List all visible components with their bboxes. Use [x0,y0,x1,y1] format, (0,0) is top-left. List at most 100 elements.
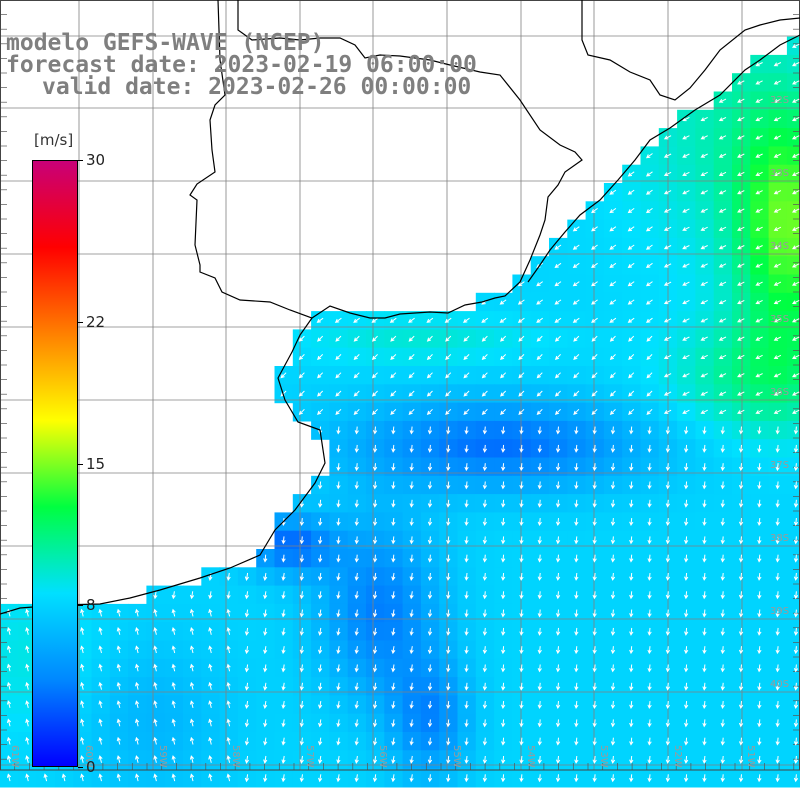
wind-arrow [372,536,378,545]
wind-arrow [482,719,488,728]
wind-arrow [98,645,103,654]
wind-arrow [755,336,763,341]
wind-arrow [501,701,506,710]
wind-arrow [372,499,378,508]
wind-arrow [537,664,542,673]
wind-arrow [555,572,561,581]
wind-arrow [519,463,524,472]
wind-arrow [116,627,121,635]
wind-arrow [501,572,506,581]
wind-arrow [335,372,342,379]
wind-arrow [208,608,213,617]
wind-arrow [738,774,744,783]
colorbar-tick-mark-1 [78,321,83,323]
lat-lon-grid [0,0,800,771]
wind-arrow [298,335,305,342]
wind-arrow [446,572,451,581]
wind-arrow [645,317,653,323]
wind-arrow [189,591,195,600]
wind-arrow [500,335,507,342]
wind-arrow [738,518,744,527]
wind-cell [786,695,800,715]
wind-arrow [318,609,323,618]
wind-arrow [336,664,341,673]
wind-arrow [773,281,782,286]
wind-arrow [791,226,800,231]
wind-arrow [700,208,708,213]
wind-arrow [755,299,763,305]
wind-arrow [537,737,542,746]
wind-arrow [663,354,672,359]
wind-arrow [445,408,452,415]
wind-arrow [775,609,780,618]
wind-arrow [409,591,414,600]
wind-arrow [773,318,782,323]
wind-arrow [665,664,671,673]
wind-arrow [574,682,579,691]
wind-arrow [682,226,690,231]
wind-arrow [537,572,542,581]
wind-arrow [299,755,304,764]
wind-arrow [574,426,579,435]
wind-arrow [536,299,543,305]
wind-arrow [464,591,469,600]
wind-arrow [482,737,488,746]
wind-arrow [682,409,690,414]
wind-arrow [299,664,304,673]
wind-arrow [629,646,634,655]
wind-arrow [317,335,324,342]
wind-arrow [702,664,707,673]
wind-arrow [501,737,506,746]
wind-arrow [446,755,451,764]
wind-arrow [501,426,506,435]
wind-arrow [775,774,780,783]
wind-arrow [702,737,707,746]
wind-arrow [793,591,799,600]
lon-label-1: 60W [83,745,94,768]
wind-arrow [738,591,744,600]
wind-arrow [25,645,30,654]
wind-arrow [738,572,744,581]
wind-arrow [665,481,671,490]
wind-arrow [444,317,452,323]
wind-arrow [318,536,323,545]
wind-arrow [555,609,561,618]
wind-arrow [773,190,782,195]
wind-arrow [791,43,800,48]
wind-arrow [409,481,414,490]
lat-label-8: 40S [770,679,789,690]
wind-arrow [281,609,286,618]
wind-arrow [463,408,470,415]
wind-arrow [446,518,451,527]
wind-arrow [663,153,672,158]
wind-arrow [336,572,341,581]
wind-arrow [226,700,231,709]
wind-arrow [226,736,231,745]
wind-arrow [647,664,652,673]
wind-arrow [501,609,506,618]
wind-arrow [372,774,378,783]
wind-direction-arrows [6,43,800,783]
wind-arrow [738,554,744,563]
wind-arrow [171,645,176,654]
wind-cell [786,640,800,660]
wind-arrow [720,627,725,636]
wind-arrow [793,554,799,563]
wind-arrow [135,700,140,709]
wind-arrow [610,646,616,655]
wind-arrow [537,755,542,764]
wind-arrow [208,627,213,635]
wind-arrow [682,190,690,195]
wind-arrow [281,682,286,691]
wind-arrow [135,718,140,727]
wind-arrow [629,737,634,746]
wind-arrow [700,226,708,231]
wind-arrow [720,755,725,764]
wind-arrow [537,536,542,545]
wind-arrow [537,481,542,490]
wind-arrow [591,281,598,287]
lon-label-2: 59W [157,745,168,768]
wind-arrow [116,755,121,763]
lon-label-0: 61W [9,745,20,768]
wind-arrow [189,645,195,654]
